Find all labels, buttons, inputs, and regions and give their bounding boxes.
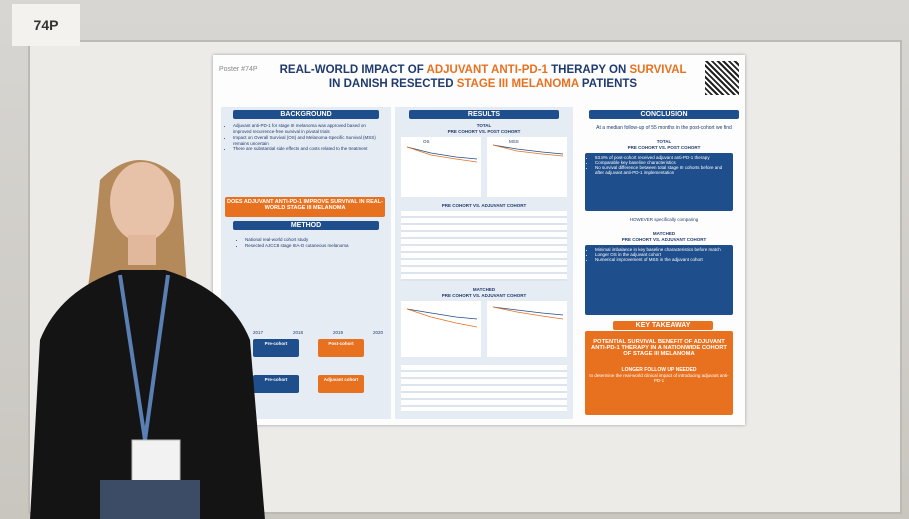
results-table [401, 211, 567, 281]
title-part: IN DANISH RESECTED [328, 78, 457, 91]
results-subheading: TOTAL [476, 123, 492, 128]
takeaway-note: to determine the real-world clinical imp… [589, 373, 729, 383]
title-part: REAL-WORLD IMPACT OF [279, 64, 427, 76]
conclusion-point: Numerical improvement of MSS in the adju… [595, 257, 731, 262]
results-table [401, 365, 567, 411]
section-heading: KEY TAKEAWAY [613, 321, 713, 330]
question-box: DOES ADJUVANT ANTI-PD-1 IMPROVE SURVIVAL… [225, 197, 385, 217]
km-plot [487, 137, 567, 197]
takeaway-box: POTENTIAL SURVIVAL BENEFIT OF ADJUVANT A… [585, 331, 733, 415]
method-list: National real-world cohort studyResected… [237, 237, 377, 249]
section-heading: RESULTS [409, 110, 559, 119]
poster-title: REAL-WORLD IMPACT OF ADJUVANT ANTI-PD-1 … [273, 63, 693, 92]
cohort-box: Pre-cohort [253, 339, 299, 357]
conclusion-intro: At a median follow-up of 55 months in th… [596, 125, 732, 131]
bullet: Adjuvant anti-PD-1 for stage III melanom… [233, 123, 385, 135]
table-title: PRE COHORT VS. ADJUVANT COHORT [441, 203, 527, 208]
conclusion-however: HOWEVER specifically comparing [629, 217, 699, 222]
title-part: STAGE III MELANOMA [456, 78, 579, 91]
conclusion-box: Minimal imbalance in key baseline charac… [585, 245, 733, 315]
timeline: 2017 2018 2019 2020 [253, 330, 383, 335]
bullet: There are substantial side effects and c… [233, 146, 385, 152]
conclusion-subheading: MATCHED [652, 231, 676, 236]
conclusion-subheading: TOTAL [656, 139, 672, 144]
conclusion-subheading: PRE COHORT VS. POST COHORT [627, 145, 701, 150]
bullet-list: Adjuvant anti-PD-1 for stage III melanom… [225, 123, 385, 152]
cohort-box: Adjuvant cohort [318, 375, 364, 393]
year-label: 2018 [292, 330, 303, 335]
qr-code [705, 61, 739, 95]
conclusion-point: No survival difference between total sta… [595, 165, 731, 175]
title-part: THERAPY ON [547, 64, 630, 76]
section-heading: METHOD [233, 221, 379, 230]
takeaway-follow-up: LONGER FOLLOW UP NEEDED [621, 367, 697, 373]
board-label: 74P [12, 4, 80, 46]
method-item: Resected AJCC8 stage IIIA-D cutaneous me… [245, 243, 377, 249]
conclusion-subheading: PRE COHORT VS. ADJUVANT COHORT [621, 237, 707, 242]
poster-number: Poster #74P [219, 66, 258, 73]
conclusion-point: Comparable key baseline characteristics [595, 160, 731, 165]
cohort-box: Pre-cohort [253, 375, 299, 393]
poster: Poster #74P REAL-WORLD IMPACT OF ADJUVAN… [213, 55, 745, 425]
conclusion-point: 53.8% of post-cohort received adjuvant a… [595, 155, 731, 160]
results-subheading: PRE COHORT VS. ADJUVANT COHORT [441, 293, 527, 298]
title-part: PATIENTS [578, 78, 638, 91]
section-heading: BACKGROUND [233, 110, 379, 119]
plot-label: MSS [509, 139, 519, 144]
results-subheading: MATCHED [472, 287, 496, 292]
year-label: 2019 [332, 330, 343, 335]
plot-label: OS [423, 139, 430, 144]
km-plot [487, 301, 567, 357]
title-part: SURVIVAL [629, 64, 687, 76]
person [30, 160, 265, 519]
cohort-box: Post-cohort [318, 339, 364, 357]
method-item: National real-world cohort study [245, 237, 377, 243]
km-plot [401, 301, 481, 357]
title-part: ADJUVANT ANTI-PD-1 [426, 64, 548, 76]
conclusion-point: Minimal imbalance in key baseline charac… [595, 247, 731, 252]
bullet: Impact on Overall Survival (OS) and Mela… [233, 135, 385, 147]
year-label: 2020 [372, 330, 383, 335]
conclusion-box: 53.8% of post-cohort received adjuvant a… [585, 153, 733, 211]
section-heading: CONCLUSION [589, 110, 739, 119]
year-label: 2017 [253, 330, 264, 335]
takeaway-statement: POTENTIAL SURVIVAL BENEFIT OF ADJUVANT A… [591, 339, 727, 357]
conclusion-point: Longer OS in the adjuvant cohort [595, 252, 731, 257]
km-plot [401, 137, 481, 197]
results-subheading: PRE COHORT VS. POST COHORT [447, 129, 521, 134]
